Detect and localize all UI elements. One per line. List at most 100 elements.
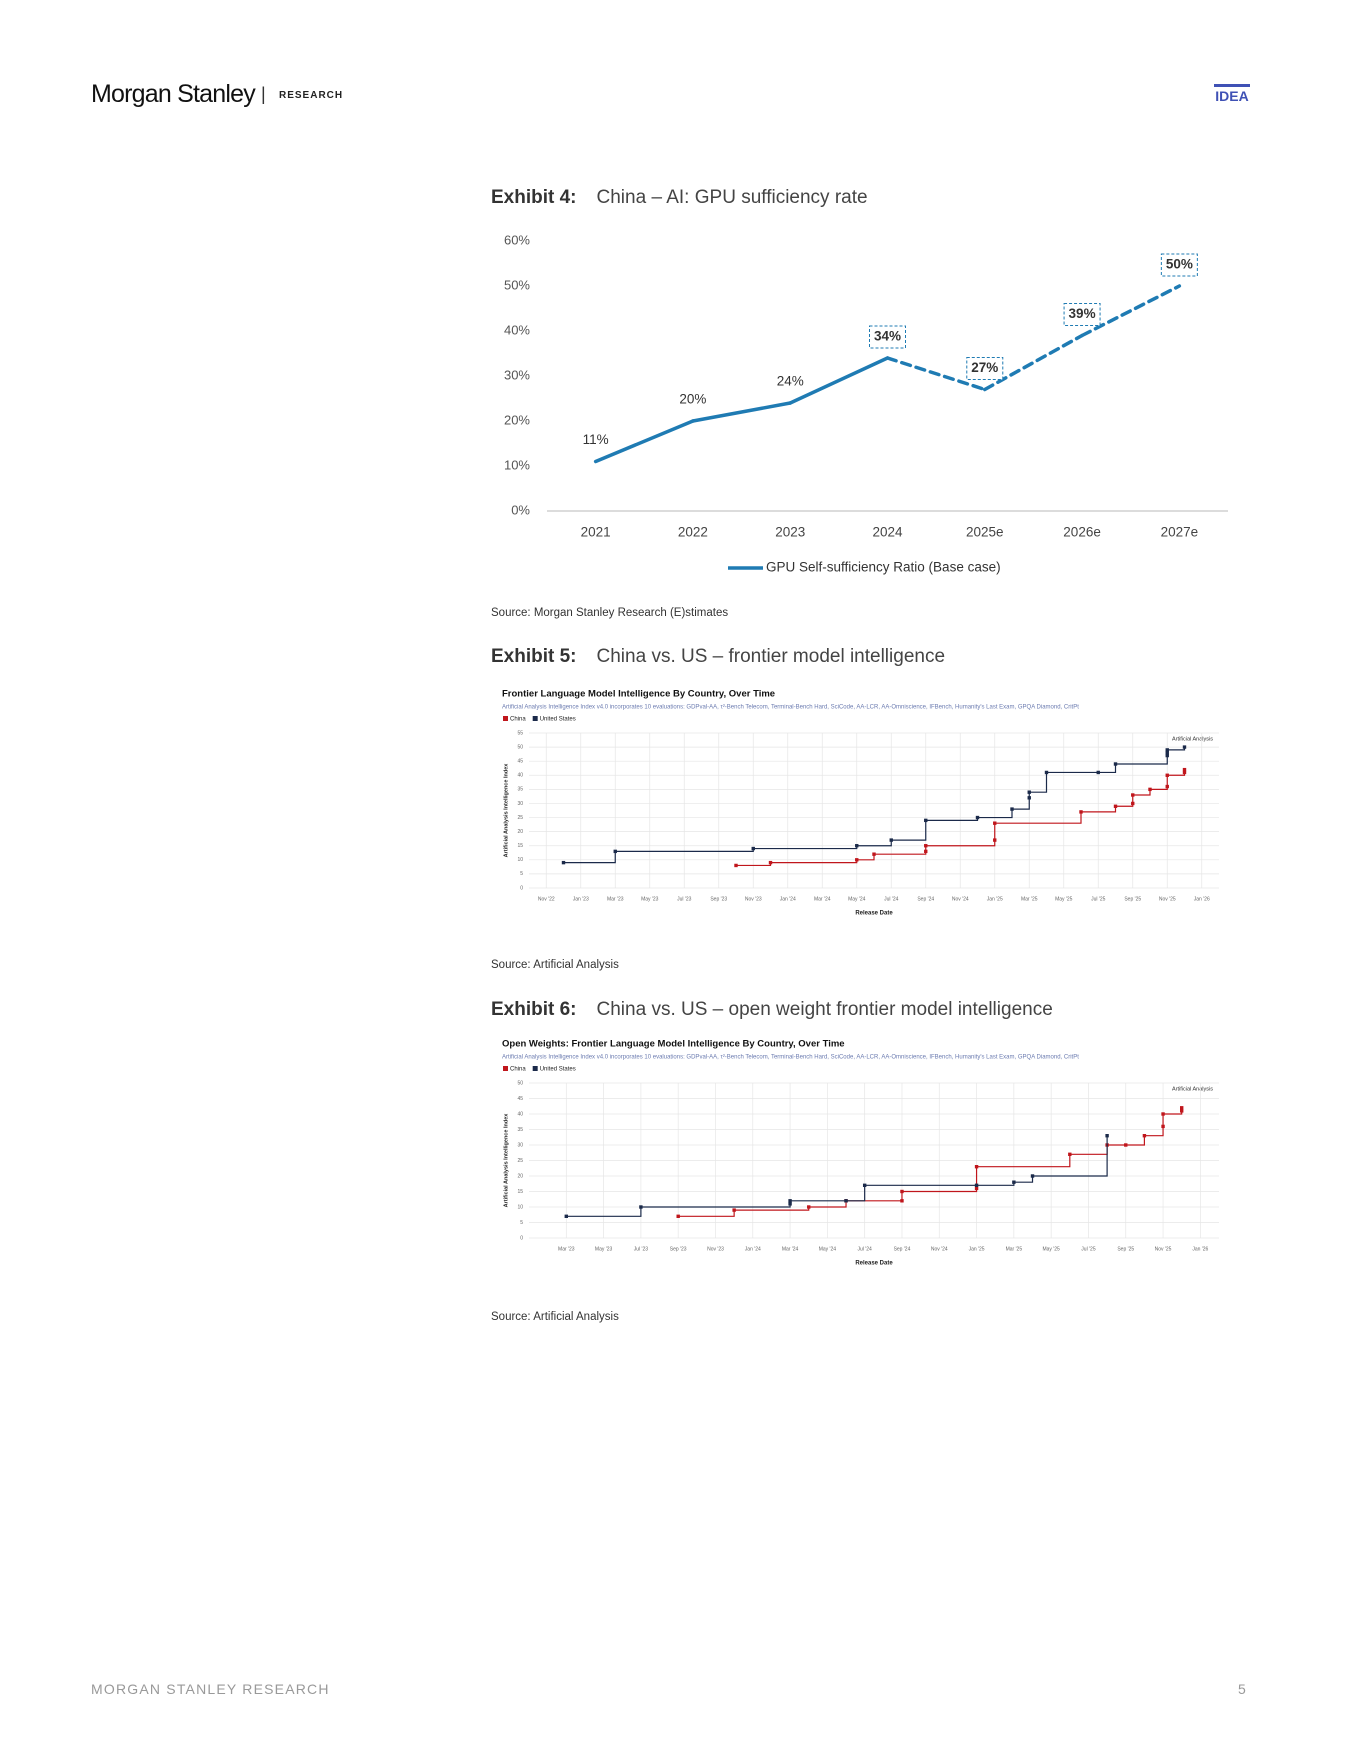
y-tick-label: 0 bbox=[520, 1235, 523, 1241]
label-box bbox=[1160, 253, 1198, 277]
data-label: 50% bbox=[1166, 257, 1193, 272]
exhibit-title: Exhibit 4: China – AI: GPU sufficiency ra… bbox=[491, 187, 868, 209]
x-tick-label: Nov '25 bbox=[1155, 1246, 1172, 1252]
page-number: 5 bbox=[1238, 1681, 1246, 1697]
data-label: 11% bbox=[583, 432, 609, 447]
point bbox=[1068, 1152, 1072, 1156]
point bbox=[1113, 762, 1118, 766]
point bbox=[924, 849, 928, 854]
x-tick-label: May '23 bbox=[595, 1246, 613, 1252]
x-tick-label: May '23 bbox=[641, 896, 659, 902]
line-segment bbox=[593, 419, 695, 464]
x-tick-label: Jan '24 bbox=[780, 896, 796, 902]
point bbox=[751, 846, 755, 851]
y-tick-label: 25 bbox=[517, 815, 523, 821]
y-tick-label: 55 bbox=[517, 730, 523, 736]
point bbox=[1161, 1124, 1165, 1129]
point bbox=[974, 1186, 979, 1191]
x-tick-label: Jan '26 bbox=[1192, 1246, 1208, 1252]
exhibit-label: Exhibit 4: bbox=[491, 187, 577, 208]
x-tick-label: Jul '23 bbox=[634, 1246, 649, 1252]
x-tick-label: Jan '24 bbox=[745, 1246, 761, 1252]
point bbox=[974, 1165, 979, 1169]
data-label: 39% bbox=[1069, 306, 1096, 321]
exhibit-title: Exhibit 5: China vs. US – frontier model … bbox=[491, 646, 945, 668]
point bbox=[862, 1183, 867, 1187]
brand: Morgan Stanley bbox=[91, 80, 256, 108]
section: RESEARCH bbox=[279, 90, 344, 101]
chart: 0% 10% 20% 30% 40% 50% 60% 2021 2022 2023 2024 2025… bbox=[504, 232, 1228, 575]
point bbox=[872, 852, 876, 856]
x-tick-label: Nov '23 bbox=[707, 1246, 724, 1252]
y-tick-label: 20 bbox=[517, 829, 523, 835]
point bbox=[1010, 807, 1014, 811]
y-tick-label: 30% bbox=[504, 367, 530, 382]
legend-swatch bbox=[532, 1066, 538, 1071]
point bbox=[975, 815, 980, 820]
exhibit-text: China – AI: GPU sufficiency rate bbox=[596, 187, 868, 208]
point bbox=[1165, 748, 1169, 752]
legend-label: United States bbox=[540, 717, 576, 723]
point bbox=[732, 1208, 736, 1212]
point bbox=[889, 838, 893, 842]
point bbox=[639, 1205, 643, 1209]
chart: Frontier Language Model Intelligence By … bbox=[502, 689, 1219, 917]
y-tick-label: 45 bbox=[517, 759, 523, 765]
y-tick-label: 35 bbox=[517, 787, 523, 793]
x-tick-label: 2023 bbox=[775, 525, 805, 540]
point bbox=[807, 1205, 811, 1209]
exhibit-title: Exhibit 6: China vs. US – open weight fro… bbox=[491, 999, 1053, 1021]
exhibit-text: China vs. US – open weight frontier mode… bbox=[596, 999, 1053, 1020]
y-tick-label: 15 bbox=[517, 1189, 523, 1195]
x-tick-label: Mar '24 bbox=[782, 1246, 799, 1252]
point bbox=[1105, 1134, 1109, 1138]
point bbox=[855, 858, 859, 862]
tag: IDEA bbox=[1214, 84, 1250, 104]
y-tick-label: 50 bbox=[517, 1080, 523, 1086]
x-tick-label: 2025e bbox=[966, 525, 1004, 540]
point bbox=[1165, 773, 1169, 777]
point bbox=[1027, 796, 1031, 800]
point bbox=[1142, 1134, 1147, 1138]
watermark: Artificial Analysis bbox=[1172, 1086, 1213, 1092]
point bbox=[788, 1202, 792, 1206]
y-axis-label: Artificial Analysis Intelligence Index bbox=[503, 763, 509, 858]
point bbox=[1030, 1174, 1035, 1178]
x-tick-label: Mar '23 bbox=[607, 896, 624, 902]
data-label: 27% bbox=[971, 360, 998, 375]
x-tick-label: Nov '24 bbox=[952, 896, 969, 902]
line-segment bbox=[691, 401, 792, 423]
point bbox=[1044, 770, 1049, 775]
x-tick-label: May '24 bbox=[819, 1246, 837, 1252]
point bbox=[1165, 751, 1169, 755]
x-tick-label: Jul '25 bbox=[1091, 896, 1106, 902]
y-tick-label: 40 bbox=[517, 773, 523, 779]
y-tick-label: 50% bbox=[504, 277, 530, 292]
source: Source: Morgan Stanley Research (E)stima… bbox=[491, 607, 729, 619]
chart-subtitle: Artificial Analysis Intelligence Index v… bbox=[502, 705, 1079, 711]
x-tick-label: Jul '24 bbox=[884, 896, 899, 902]
point bbox=[1131, 801, 1135, 806]
y-tick-label: 30 bbox=[517, 801, 523, 807]
footer: MORGAN STANLEY RESEARCH bbox=[91, 1681, 330, 1697]
chart-title: Frontier Language Model Intelligence By … bbox=[502, 689, 775, 700]
y-tick-label: 30 bbox=[517, 1142, 523, 1148]
point bbox=[974, 1183, 979, 1187]
divider: | bbox=[261, 84, 266, 104]
x-tick-label: Mar '25 bbox=[1006, 1246, 1023, 1252]
x-tick-label: Sep '23 bbox=[710, 896, 727, 902]
point bbox=[1079, 810, 1083, 814]
point bbox=[1131, 793, 1135, 797]
chart: Open Weights: Frontier Language Model In… bbox=[502, 1039, 1219, 1267]
y-tick-label: 45 bbox=[517, 1096, 523, 1102]
y-tick-label: 10% bbox=[504, 457, 530, 472]
point bbox=[1180, 1106, 1184, 1110]
watermark: Artificial Analysis bbox=[1172, 736, 1213, 742]
legend-swatch bbox=[503, 1066, 508, 1071]
point bbox=[676, 1214, 680, 1218]
y-tick-label: 40 bbox=[517, 1111, 523, 1117]
source: Source: Artificial Analysis bbox=[491, 959, 619, 971]
exhibit-text: China vs. US – frontier model intelligen… bbox=[596, 646, 946, 667]
legend-label: United States bbox=[540, 1067, 576, 1073]
x-tick-label: May '24 bbox=[848, 896, 866, 902]
